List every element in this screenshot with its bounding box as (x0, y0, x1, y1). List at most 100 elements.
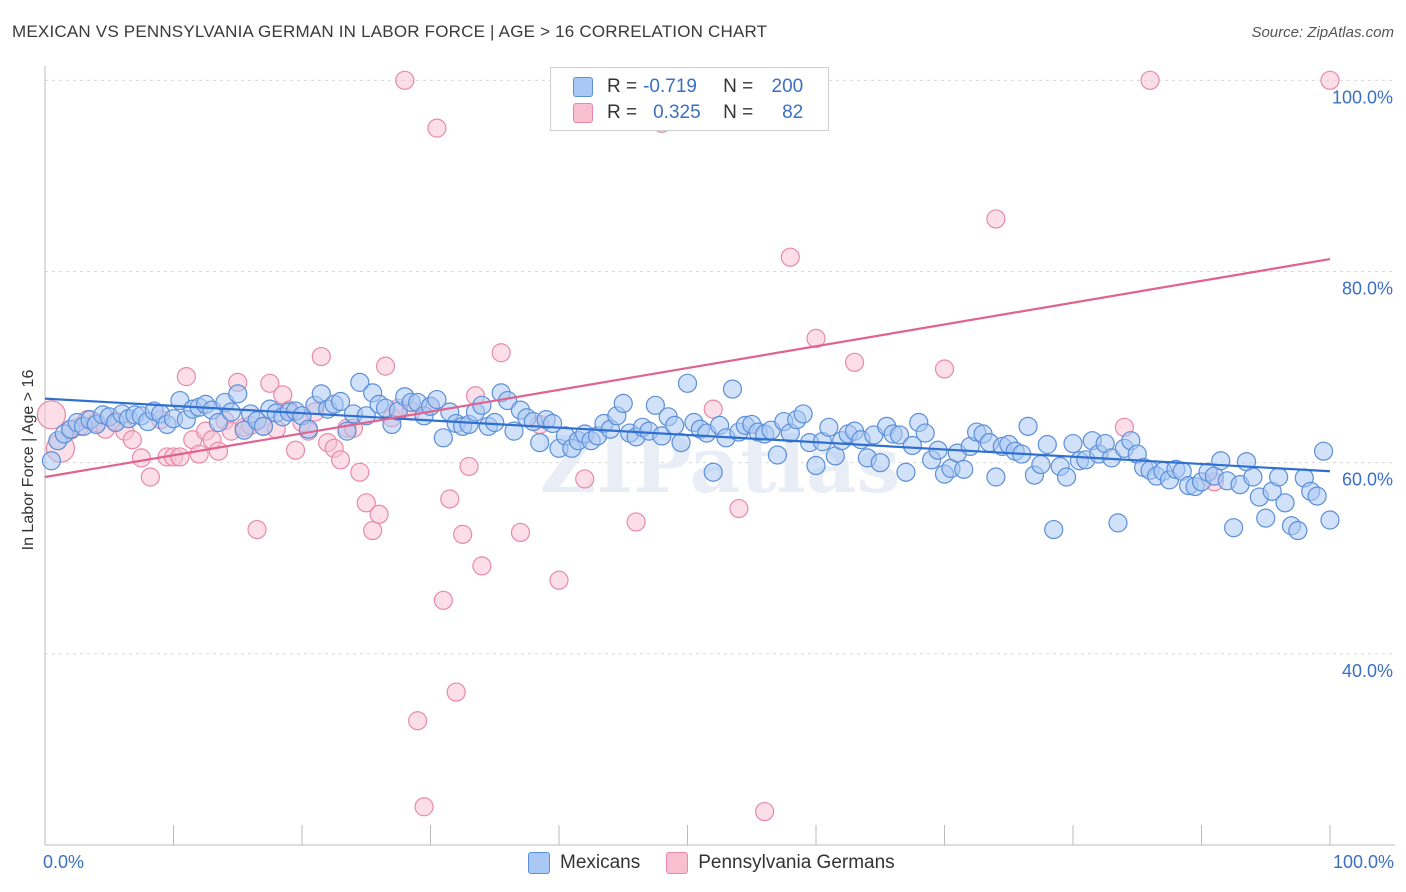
y-tick-label: 60.0% (1342, 470, 1393, 490)
pennsylvania-germans-point (356, 493, 376, 513)
mexicans-point (41, 451, 62, 471)
mexicans-point (253, 416, 274, 436)
x-tick-label-min: 0.0% (43, 852, 85, 872)
y-tick-label: 40.0% (1342, 661, 1393, 681)
pennsylvania-germans-point (491, 343, 511, 363)
legend-swatch-pink (573, 103, 593, 123)
legend-n-label: N = (723, 76, 754, 97)
mexicans-point (806, 455, 826, 476)
mexicans-point (896, 462, 916, 482)
mexicans-point (1320, 510, 1340, 530)
mexicans-point (1288, 520, 1308, 541)
pennsylvania-germans-point (754, 801, 775, 822)
mexicans-point (1018, 416, 1038, 436)
mexicans-point (221, 402, 241, 422)
legend-item-pennsylvania-germans: Pennsylvania Germans (666, 852, 895, 874)
mexicans-point (1268, 467, 1289, 487)
mexicans-point (671, 432, 691, 453)
mexicans-point (530, 432, 550, 453)
pennsylvania-germans-point (189, 444, 209, 464)
legend-label-pennsylvania-germans: Pennsylvania Germans (698, 852, 895, 873)
legend-label-mexicans: Mexicans (560, 852, 641, 873)
pennsylvania-germans-point (170, 447, 190, 467)
series-mexicans (41, 372, 1340, 541)
pennsylvania-germans-point (459, 456, 479, 477)
mexicans-point (902, 435, 922, 456)
mexicans-point (1211, 451, 1231, 471)
pennsylvania-germans-point (472, 556, 492, 576)
pennsylvania-germans-point (780, 247, 800, 267)
source-label: Source: ZipAtlas.com (1251, 24, 1394, 41)
pennsylvania-germans-point (408, 711, 428, 731)
legend-row-pennsylvania-germans: R = 0.325 N = 82 (573, 101, 803, 125)
mexicans-point (613, 393, 633, 414)
legend-r-label: R = (607, 102, 638, 123)
pennsylvania-germans-point (131, 448, 151, 468)
trend-line-pennsylvania-germans (44, 257, 1331, 479)
mexicans-point (1044, 519, 1064, 540)
legend-n-value: 200 (771, 76, 804, 97)
mexicans-point (433, 428, 453, 448)
mexicans-point (1243, 467, 1263, 487)
pennsylvania-germans-point (375, 356, 396, 376)
pennsylvania-germans-point (844, 352, 865, 372)
x-tick-label-max: 100.0% (1332, 852, 1394, 872)
y-tick-labels: 100.0% 80.0% 60.0% 40.0% (1332, 87, 1393, 680)
mexicans-point (767, 445, 788, 465)
pennsylvania-germans-point (703, 399, 723, 419)
gridlines (45, 79, 1395, 655)
pennsylvania-germans-point (369, 504, 389, 524)
pennsylvania-germans-point (395, 70, 415, 90)
mexicans-point (645, 395, 665, 415)
pennsylvania-germans-point (285, 440, 306, 460)
pennsylvania-germans-point (453, 524, 473, 544)
pennsylvania-germans-point (350, 462, 370, 482)
y-tick-label: 80.0% (1342, 279, 1393, 299)
legend-swatch-blue (573, 77, 593, 97)
legend-r-value: 0.325 (653, 102, 701, 123)
mexicans-point (208, 412, 229, 433)
mexicans-point (485, 412, 505, 433)
legend-swatch-blue (528, 852, 550, 874)
mexicans-point (954, 459, 974, 479)
mexicans-point (1307, 486, 1327, 506)
mexicans-point (915, 423, 935, 443)
mexicans-point (870, 453, 890, 473)
y-tick-label: 100.0% (1332, 87, 1393, 107)
mexicans-point (1056, 467, 1077, 487)
pennsylvania-germans-point (1320, 70, 1340, 90)
pennsylvania-germans-point (575, 469, 595, 489)
legend-row-mexicans: R = -0.719 N = 200 (573, 75, 803, 99)
pennsylvania-germans-point (440, 489, 460, 509)
legend-swatch-pink (666, 852, 689, 874)
pennsylvania-germans-point (36, 400, 67, 430)
pennsylvania-germans-point (176, 367, 196, 387)
legend-r-value: -0.719 (643, 76, 697, 97)
mexicans-point (1313, 441, 1334, 461)
mexicans-point (472, 395, 492, 415)
mexicans-point (652, 426, 672, 446)
legend-n-value: 82 (782, 102, 804, 123)
mexicans-point (793, 404, 813, 424)
y-axis-label: In Labor Force | Age > 16 (20, 369, 37, 551)
pennsylvania-germans-point (363, 520, 383, 541)
pennsylvania-germans-point (510, 522, 531, 543)
mexicans-point (234, 420, 254, 440)
trend-line-mexicans (44, 397, 1331, 473)
pennsylvania-germans-point (414, 797, 434, 817)
mexicans-point (1031, 454, 1051, 475)
mexicans-point (665, 415, 685, 435)
pennsylvania-germans-point (247, 519, 267, 540)
pennsylvania-germans-point (122, 430, 142, 450)
pennsylvania-germans-point (626, 512, 646, 532)
mexicans-point (889, 425, 910, 445)
mexicans-point (986, 467, 1006, 487)
pennsylvania-germans-point (140, 467, 160, 487)
trend-lines (44, 257, 1331, 479)
mexicans-point (703, 462, 723, 482)
mexicans-point (228, 384, 248, 404)
stats-legend: R = -0.719 N = 200 R = 0.325 N = 82 (550, 67, 829, 131)
pennsylvania-germans-point (311, 346, 331, 367)
mexicans-point (330, 391, 351, 412)
